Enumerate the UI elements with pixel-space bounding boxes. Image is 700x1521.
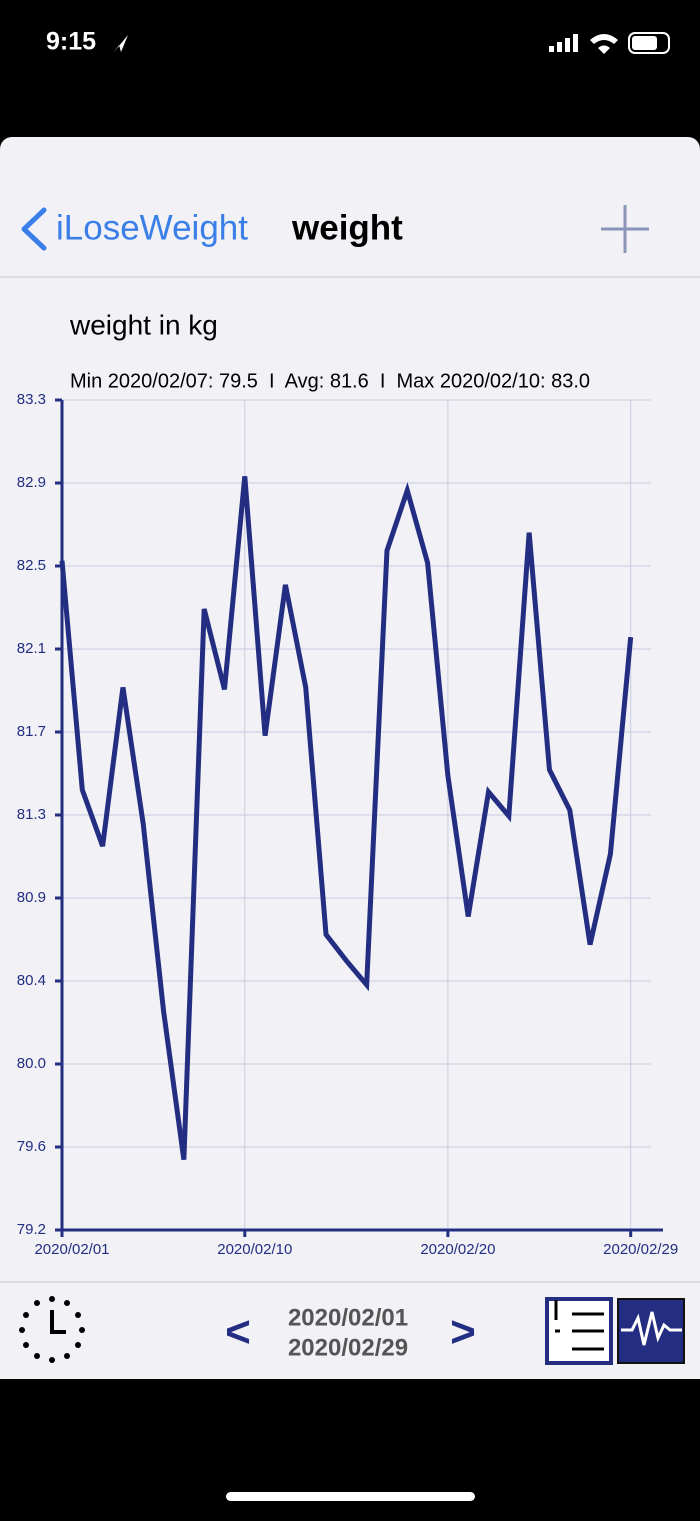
range-end: 2020/02/29 [288,1334,408,1361]
plot: 79.2 79.6 80.0 80.4 80.9 81.3 81.7 82.1 82.5 82.9… [17,391,678,1258]
list-icon[interactable] [545,1297,613,1365]
weight-line [59,476,634,1160]
wifi-icon [590,34,618,54]
location-icon [114,35,128,52]
app-window-body [0,150,700,1379]
back-chevron[interactable] [21,207,47,251]
y-tick-label: 82.1 [17,640,46,657]
y-tick-label: 80.0 [17,1055,46,1072]
y-tick-label: 81.7 [17,723,46,740]
chart-title: weight in kg [69,309,218,340]
prev-button[interactable]: < [225,1308,251,1357]
y-tick-label: 80.9 [17,889,46,906]
y-tick-label: 81.3 [17,806,46,823]
y-tick-label: 82.5 [17,557,46,574]
status-time: 9:15 [46,28,96,56]
y-tick-label: 79.6 [17,1138,46,1155]
home-indicator [226,1492,475,1501]
x-tick-label: 2020/02/29 [603,1241,678,1258]
y-tick-label: 79.2 [17,1221,46,1238]
back-button[interactable]: iLoseWeight [56,208,248,247]
x-tick-label: 2020/02/10 [217,1241,292,1258]
battery-icon [628,32,670,54]
nav-title: weight [291,208,403,247]
x-tick-label: 2020/02/01 [34,1241,109,1258]
y-tick-label: 80.4 [17,972,46,989]
battery-level [632,36,657,50]
chart-icon[interactable] [617,1298,685,1364]
y-tick-label: 83.3 [17,391,46,408]
add-button[interactable] [601,205,649,253]
chart-subtitle: Min 2020/02/07: 79.5 I Avg: 81.6 I Max 2… [70,370,590,392]
clock-icon[interactable] [19,1296,85,1363]
range-start: 2020/02/01 [288,1304,408,1331]
x-tick-label: 2020/02/20 [420,1241,495,1258]
next-button[interactable]: > [450,1308,476,1357]
signal-icon [549,34,578,52]
y-tick-label: 82.9 [17,474,46,491]
